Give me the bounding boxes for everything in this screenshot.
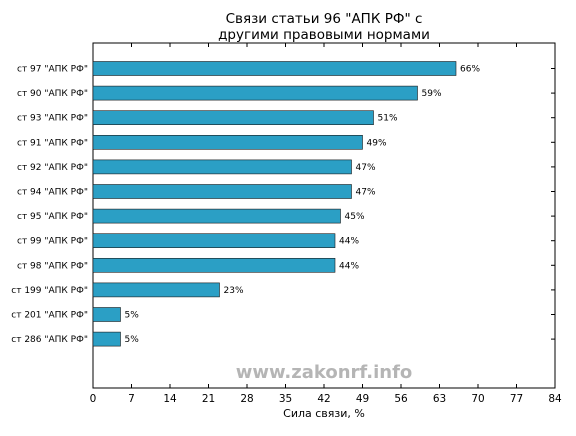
bar-value-label: 44%	[339, 237, 359, 247]
bar	[92, 307, 121, 322]
x-tick-label: 35	[279, 393, 292, 405]
x-tick-label: 21	[202, 393, 215, 405]
y-tick-label: ст 286 "АПК РФ"	[11, 335, 88, 345]
y-tick-label: ст 97 "АПК РФ"	[17, 65, 88, 75]
y-tick-label: ст 91 "АПК РФ"	[17, 138, 88, 148]
x-tick-label: 42	[317, 393, 330, 405]
bar	[92, 233, 336, 248]
y-tick-label: ст 94 "АПК РФ"	[17, 188, 88, 198]
x-tick-label: 49	[356, 393, 369, 405]
x-tick-label: 28	[240, 393, 253, 405]
bar	[92, 208, 341, 224]
x-tick-label: 56	[394, 393, 408, 405]
x-tick-label: 14	[163, 393, 177, 405]
bar	[92, 184, 352, 199]
bar-value-label: 66%	[460, 65, 480, 75]
x-tick-label: 7	[128, 393, 135, 405]
y-tick-label: ст 201 "АПК РФ"	[11, 311, 88, 321]
x-tick-label: 63	[433, 393, 446, 405]
y-tick-label: ст 199 "АПК РФ"	[11, 286, 88, 296]
x-axis: 0 7 14 21 28 35 42 49 56 63 70 77 84	[90, 43, 562, 405]
bars-layer: ст 97 "АПК РФ" 66% ст 90 "АПК РФ" 59% ст 93 …	[11, 61, 555, 347]
bar	[92, 61, 457, 76]
bar	[92, 282, 220, 298]
y-tick-label: ст 99 "АПК РФ"	[17, 237, 88, 247]
bar-value-label: 47%	[356, 188, 376, 198]
x-tick-label: 0	[90, 393, 97, 405]
bar	[92, 85, 418, 101]
bar-value-label: 47%	[356, 163, 376, 173]
bar	[92, 110, 374, 125]
watermark-text: www.zakonrf.info	[236, 362, 413, 383]
bar	[92, 159, 352, 175]
y-tick-label: ст 98 "АПК РФ"	[17, 261, 88, 271]
bar-value-label: 5%	[125, 335, 140, 345]
chart-title-line-1: Связи статьи 96 "АПК РФ" с	[226, 11, 423, 27]
x-tick-label: 77	[510, 393, 523, 405]
bar-value-label: 51%	[378, 114, 398, 124]
bar-value-label: 45%	[345, 212, 365, 222]
y-tick-label: ст 92 "АПК РФ"	[17, 163, 88, 173]
chart-title-line-2: другими правовыми нормами	[218, 27, 430, 43]
bar-value-label: 44%	[339, 261, 359, 271]
y-tick-label: ст 90 "АПК РФ"	[17, 89, 88, 99]
y-tick-label: ст 93 "АПК РФ"	[17, 114, 88, 124]
y-tick-label: ст 95 "АПК РФ"	[17, 212, 88, 222]
bar-value-label: 59%	[422, 89, 442, 99]
bar-value-label: 5%	[125, 311, 140, 321]
bar	[92, 331, 121, 347]
bar-value-label: 23%	[224, 286, 244, 296]
bar	[92, 257, 336, 273]
x-tick-label: 84	[548, 393, 562, 405]
x-axis-label: Сила связи, %	[283, 407, 365, 420]
bar	[92, 135, 363, 150]
bar-value-label: 49%	[367, 138, 387, 148]
x-tick-label: 70	[471, 393, 484, 405]
